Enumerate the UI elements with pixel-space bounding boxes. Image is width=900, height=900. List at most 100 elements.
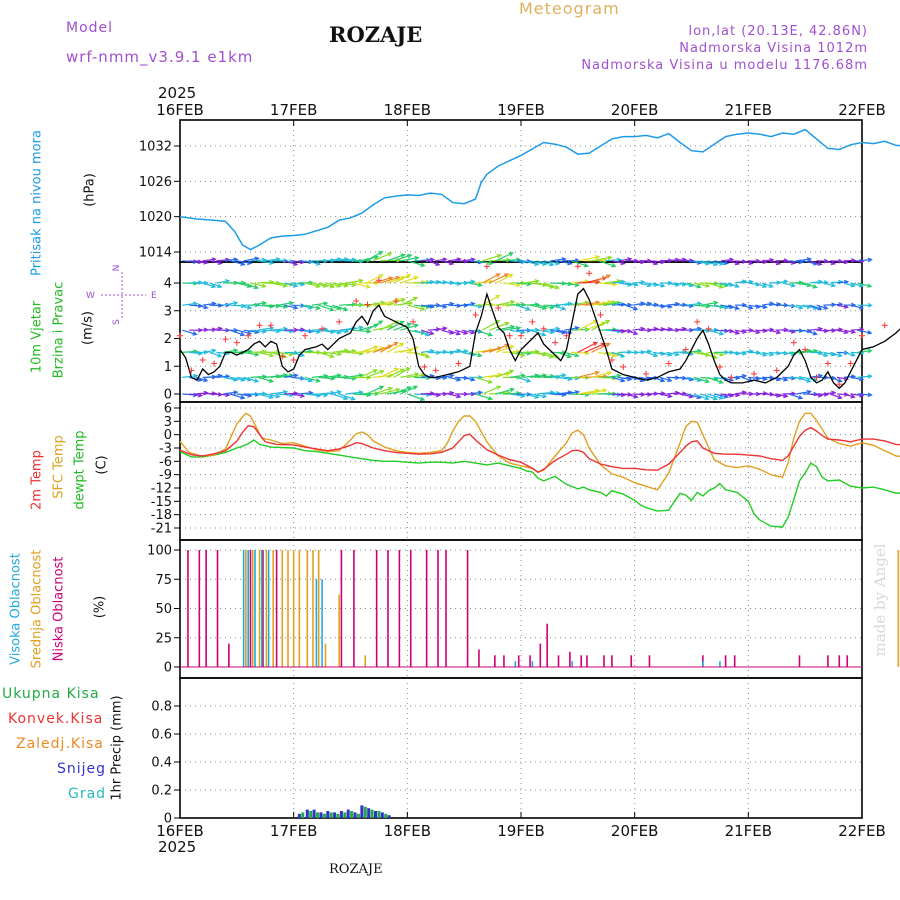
wind-arrow-head (817, 305, 823, 311)
wind-arrow-head (653, 375, 659, 381)
wind-arrow (611, 351, 625, 358)
sfc-temp-line (179, 412, 900, 491)
wind-arrow (291, 329, 305, 331)
wind-arrow (652, 328, 665, 331)
wind-arrow-head (366, 328, 372, 334)
wind-arrow (359, 346, 378, 353)
wind-arrow-head (705, 303, 711, 309)
wind-arrow-head (395, 387, 401, 393)
precip-bar (329, 812, 333, 818)
wind-arrow (298, 392, 313, 395)
wind-arrow (339, 282, 356, 286)
wind-arrow (366, 274, 383, 284)
wind-arrow-head (748, 260, 754, 265)
wind-arrow-head (647, 327, 653, 333)
wind-arrow-head (269, 260, 275, 265)
wind-arrow (229, 260, 245, 266)
wind-arrow-head (203, 260, 209, 265)
date-label-bottom: 20FEB (611, 822, 658, 840)
wind-arrow (680, 282, 693, 287)
wind-arrow (502, 282, 520, 286)
wind-arrow-head (254, 256, 260, 262)
wind-arrow (680, 351, 693, 355)
wind-arrow-head (667, 393, 673, 399)
wind-arrow-head (414, 372, 420, 377)
wind-arrow-head (261, 283, 267, 288)
wind-arrow (523, 374, 539, 378)
wind-arrow-head (261, 257, 268, 263)
wind-arrow (707, 351, 724, 356)
wind-arrow-head (487, 332, 494, 337)
wind-arrow-head (627, 328, 633, 334)
wind-arrow-head (282, 389, 289, 395)
wind-arrow (373, 345, 392, 353)
wind-arrow (836, 329, 848, 334)
wind-arrow (243, 257, 259, 262)
wind-arrow (277, 351, 293, 356)
wind-arrow (645, 328, 658, 331)
wind-arrow (420, 329, 434, 335)
wind-arrow (536, 391, 554, 395)
wind-arrow-head (620, 260, 626, 266)
wind-arrow (414, 304, 430, 308)
wind-arrow (707, 282, 724, 289)
wind-arrow (843, 375, 855, 378)
wind-arrow (816, 304, 828, 310)
date-label-bottom: 17FEB (270, 822, 317, 840)
date-label-bottom: 19FEB (497, 822, 544, 840)
y-tick-label: 75 (155, 573, 172, 588)
wind-arrow (482, 273, 500, 284)
wind-arrow (850, 260, 864, 263)
wind-arrow (202, 258, 216, 262)
year-bottom: 2025 (158, 838, 197, 856)
wind-arrow-head (823, 352, 829, 357)
wind-arrow (857, 350, 872, 353)
wind-arrow-head (292, 261, 299, 266)
date-label-top: 18FEB (384, 101, 431, 119)
wind-arrow (223, 391, 238, 395)
wind-arrow (666, 259, 679, 262)
wind-arrow (352, 282, 370, 288)
wind-arrows (182, 251, 873, 401)
wind-arrow (379, 368, 399, 378)
wind-arrow (659, 351, 672, 356)
wind-arrow-head (408, 348, 414, 353)
wind-arrow (461, 329, 475, 334)
wind-arrow (598, 282, 617, 285)
wind-arrow (223, 258, 238, 262)
wind-arrow-head (393, 367, 400, 373)
wind-arrow-head (806, 257, 813, 262)
wind-arrow (250, 302, 266, 306)
wind-arrow-head (616, 373, 622, 379)
wind-arrow (823, 282, 835, 287)
wind-arrow (434, 304, 447, 308)
wind-arrow-head (406, 274, 412, 279)
wind-arrow-head (607, 255, 613, 261)
footer-station: ROZAJE (329, 862, 383, 877)
wind-arrow (379, 342, 398, 353)
wind-arrow (761, 302, 774, 306)
wind-arrow (318, 329, 335, 333)
wind-arrow-head (407, 253, 413, 259)
wind-arrow (495, 301, 515, 306)
wind-arrow-head (867, 374, 873, 379)
wind-arrow-head (429, 330, 435, 336)
wind-arrow (707, 393, 724, 399)
wind-arrow (611, 376, 625, 382)
wind-arrow-head (704, 395, 710, 401)
wind-arrow (652, 304, 665, 308)
wind-arrow (509, 393, 525, 397)
wind-arrow (591, 343, 610, 353)
wind-arrow (809, 393, 822, 397)
wind-arrow (646, 304, 658, 306)
wind-arrow (209, 327, 222, 331)
wind-arrow (338, 393, 355, 400)
wind-arrow-head (293, 373, 299, 379)
wind-arrow (830, 328, 843, 331)
compass-north: N (112, 265, 122, 272)
wind-arrow-head (616, 351, 622, 357)
wind-arrow-head (261, 349, 268, 355)
wind-arrow-head (211, 348, 217, 354)
wind-arrow (182, 329, 197, 335)
wind-arrow (591, 320, 610, 331)
